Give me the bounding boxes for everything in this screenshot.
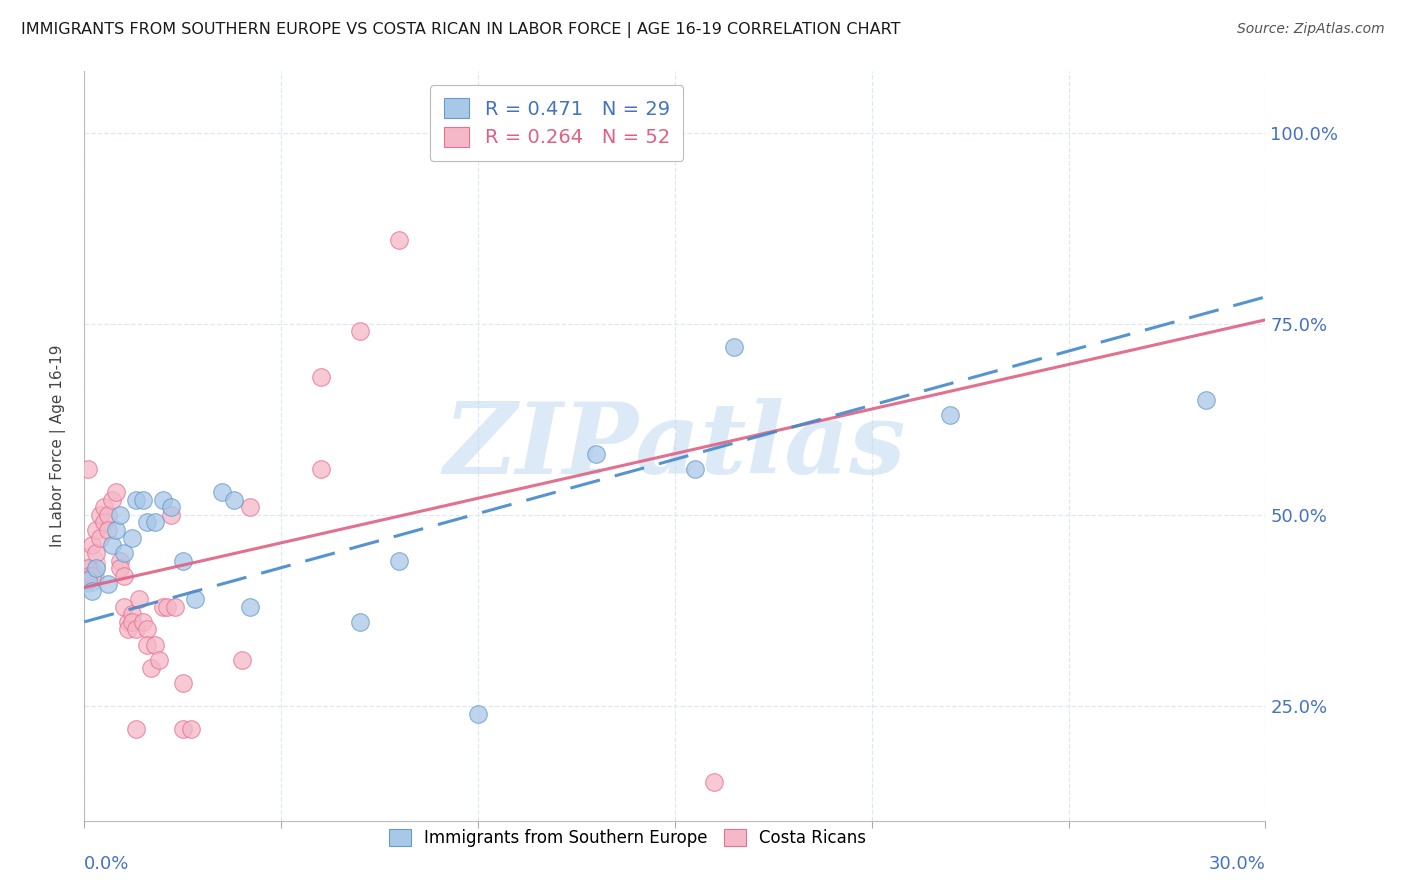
Point [211,484,233,499]
Point [183,591,205,606]
Point [388,554,411,568]
Point [136,623,159,637]
Point [239,500,262,515]
Point [108,554,131,568]
Point [112,569,135,583]
Point [467,126,489,140]
Point [128,591,150,606]
Point [222,492,245,507]
Point [143,638,166,652]
Point [172,676,194,690]
Point [723,340,745,354]
Point [117,615,139,629]
Point [152,599,174,614]
Point [136,516,159,530]
Point [77,573,100,587]
Point [160,508,183,522]
Text: 30.0%: 30.0% [1209,855,1265,873]
Point [683,462,706,476]
Point [160,500,183,515]
Point [152,492,174,507]
Point [108,508,131,522]
Point [143,516,166,530]
Text: 0.0%: 0.0% [84,855,129,873]
Point [104,484,127,499]
Point [309,462,332,476]
Point [467,706,489,721]
Point [388,233,411,247]
Point [703,775,725,789]
Point [77,462,100,476]
Point [97,508,120,522]
Point [89,531,111,545]
Point [349,324,371,338]
Point [309,370,332,384]
Point [1195,393,1218,408]
Point [93,516,115,530]
Point [939,409,962,423]
Point [124,623,146,637]
Point [112,599,135,614]
Point [148,653,170,667]
Point [93,500,115,515]
Point [239,599,262,614]
Point [349,615,371,629]
Point [163,599,186,614]
Point [172,722,194,736]
Point [101,492,124,507]
Point [104,523,127,537]
Point [84,561,107,575]
Point [77,569,100,583]
Point [97,523,120,537]
Point [84,523,107,537]
Point [112,546,135,560]
Point [77,558,100,572]
Point [121,531,143,545]
Y-axis label: In Labor Force | Age 16-19: In Labor Force | Age 16-19 [49,344,66,548]
Point [180,722,202,736]
Point [101,538,124,552]
Point [82,538,104,552]
Legend: Immigrants from Southern Europe, Costa Ricans: Immigrants from Southern Europe, Costa R… [382,822,873,854]
Text: Source: ZipAtlas.com: Source: ZipAtlas.com [1237,22,1385,37]
Point [585,447,607,461]
Point [84,546,107,560]
Point [132,492,155,507]
Point [82,569,104,583]
Point [172,554,194,568]
Point [156,599,179,614]
Point [132,615,155,629]
Point [77,561,100,575]
Point [117,623,139,637]
Point [124,722,146,736]
Point [124,492,146,507]
Point [77,569,100,583]
Point [231,653,253,667]
Text: IMMIGRANTS FROM SOUTHERN EUROPE VS COSTA RICAN IN LABOR FORCE | AGE 16-19 CORREL: IMMIGRANTS FROM SOUTHERN EUROPE VS COSTA… [21,22,901,38]
Text: ZIPatlas: ZIPatlas [444,398,905,494]
Point [97,576,120,591]
Point [121,615,143,629]
Point [108,561,131,575]
Point [136,638,159,652]
Point [141,661,163,675]
Point [82,584,104,599]
Point [89,508,111,522]
Point [121,607,143,622]
